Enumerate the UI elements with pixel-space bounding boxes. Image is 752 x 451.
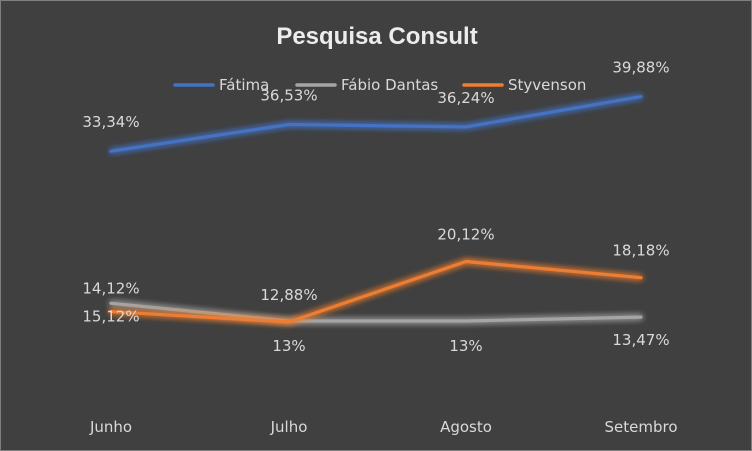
data-label: 14,12%: [82, 280, 139, 298]
data-label: 36,24%: [437, 89, 494, 107]
series-line: [109, 259, 643, 324]
legend-label: Fábio Dantas: [341, 76, 438, 94]
legend-item: Fábio Dantas: [295, 76, 438, 94]
x-axis: Junho Julho Agosto Setembro: [89, 418, 678, 436]
data-label: 13%: [449, 337, 482, 355]
data-label: 13,47%: [612, 331, 669, 349]
data-label: 13%: [272, 337, 305, 355]
x-tick-label: Setembro: [604, 418, 677, 436]
chart-title: Pesquisa Consult: [276, 23, 477, 50]
x-tick-label: Junho: [89, 418, 132, 436]
data-label: 12,88%: [260, 286, 317, 304]
data-labels: 33,34% 36,53% 36,24% 39,88% 15,12% 13% 13% 13,4…: [82, 59, 669, 355]
x-tick-label: Agosto: [440, 418, 492, 436]
data-label: 15,12%: [82, 307, 139, 325]
series-line: [109, 301, 643, 323]
legend-item: Styvenson: [462, 76, 586, 94]
data-label: 33,34%: [82, 113, 139, 131]
legend-label: Fátima: [219, 76, 269, 94]
legend-item: Fátima: [173, 76, 269, 94]
legend: Fátima Fábio Dantas Styvenson: [173, 76, 586, 94]
data-label: 39,88%: [612, 59, 669, 77]
series-layer: [109, 94, 643, 324]
x-tick-label: Julho: [270, 418, 308, 436]
data-label: 36,53%: [260, 87, 317, 105]
data-label: 20,12%: [437, 226, 494, 244]
data-label: 18,18%: [612, 242, 669, 260]
legend-label: Styvenson: [508, 76, 586, 94]
series-line: [109, 94, 643, 153]
